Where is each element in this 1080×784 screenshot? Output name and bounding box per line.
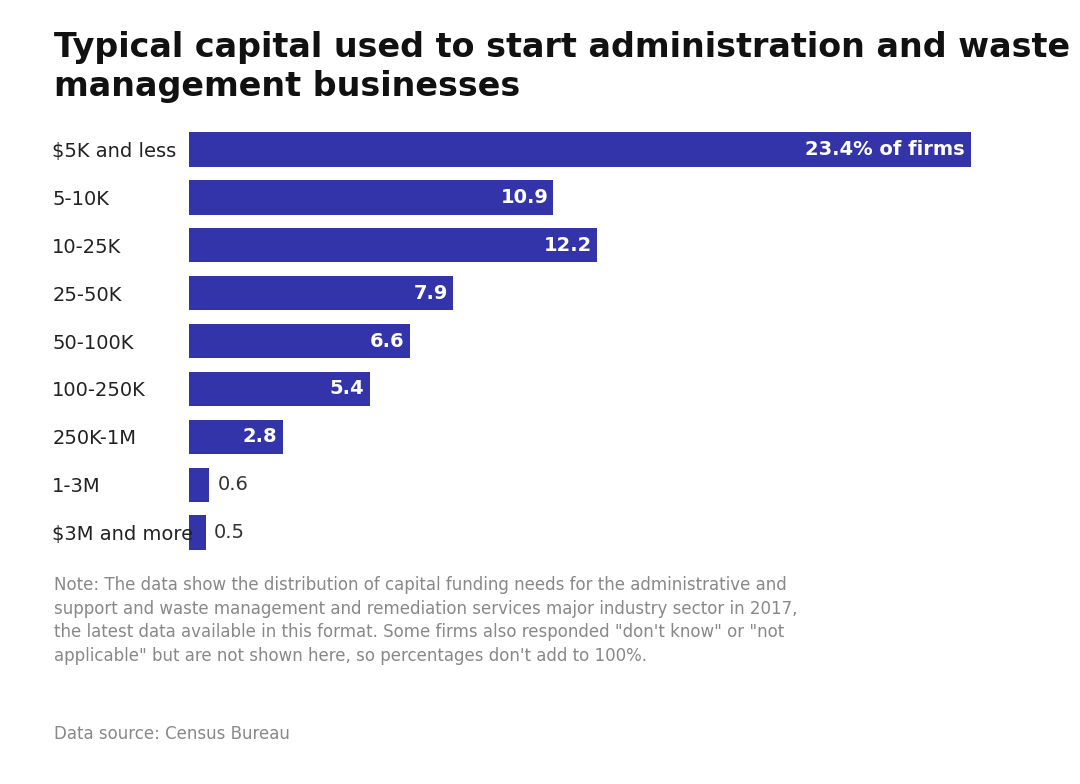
Text: 0.5: 0.5 (214, 523, 245, 543)
Text: 5.4: 5.4 (329, 379, 365, 398)
Bar (189, 324, 409, 358)
Text: 23.4% of firms: 23.4% of firms (806, 140, 964, 159)
Bar (189, 419, 283, 454)
Bar (189, 515, 205, 550)
Text: Note: The data show the distribution of capital funding needs for the administra: Note: The data show the distribution of … (54, 576, 797, 665)
Text: 0.6: 0.6 (217, 475, 248, 494)
Bar (189, 372, 369, 406)
Text: 10.9: 10.9 (501, 188, 549, 207)
Bar (189, 276, 454, 310)
Bar (189, 132, 972, 167)
Text: Data source: Census Bureau: Data source: Census Bureau (54, 725, 289, 743)
Text: 7.9: 7.9 (414, 284, 448, 303)
Bar (189, 180, 553, 215)
Text: 2.8: 2.8 (243, 427, 278, 446)
Text: 12.2: 12.2 (543, 236, 592, 255)
Text: 6.6: 6.6 (370, 332, 405, 350)
Bar (189, 228, 597, 263)
Bar (189, 467, 210, 502)
Text: Typical capital used to start administration and waste
management businesses: Typical capital used to start administra… (54, 31, 1070, 103)
